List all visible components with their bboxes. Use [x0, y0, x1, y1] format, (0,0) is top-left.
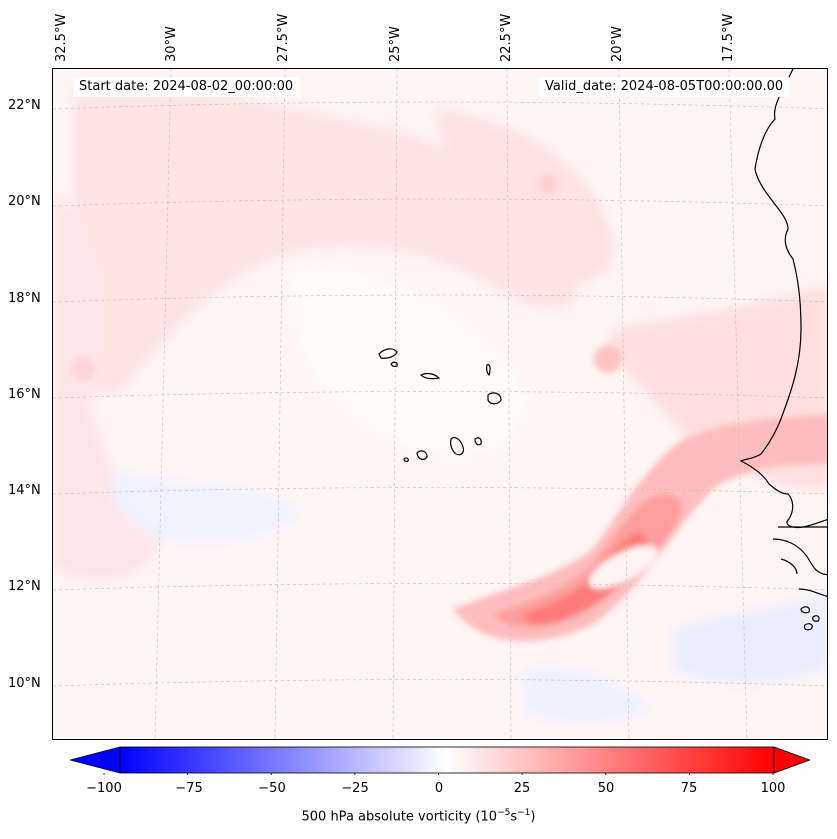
island-fogo [416, 450, 428, 460]
gridline-lon-20 [618, 69, 630, 739]
vort-band-mid [493, 495, 682, 628]
lon-label-30w: 30°W [164, 26, 179, 62]
gridline-lat-20 [53, 198, 827, 207]
colorbar-tick-label: 50 [597, 781, 615, 796]
colorbar-title: 500 hPa absolute vorticity (10−5s−1) [0, 808, 837, 824]
colorbar-title-text: 500 hPa absolute vorticity (10 [301, 809, 498, 825]
vort-region-nw [73, 87, 579, 395]
colorbar-tick-label: −75 [175, 781, 203, 796]
lat-label-10n: 10°N [8, 676, 41, 691]
gridline-lon-17-5 [728, 69, 748, 739]
island-santo-antao [378, 348, 398, 359]
colorbar-tick-label: 75 [680, 781, 698, 796]
lat-label-14n: 14°N [8, 483, 41, 498]
colorbar-extend-max [773, 746, 812, 774]
island-boavista [487, 392, 502, 405]
island-sal [486, 364, 491, 377]
colorbar-gradient [119, 746, 775, 774]
vort-spot-2 [538, 174, 558, 194]
coastline-bijagos [800, 606, 820, 631]
island-santiago [450, 436, 464, 456]
colorbar-title-unit: s [510, 809, 518, 825]
valid-date-label: Valid_date: 2024-08-05T00:00:00.00 [539, 77, 790, 97]
coastline-guinea-bissau [772, 538, 827, 597]
vorticity-band [71, 174, 827, 642]
colorbar-title-close: ) [530, 809, 536, 825]
vort-region-north [433, 109, 615, 284]
vort-region-west [53, 189, 163, 582]
vort-region-blue-se [673, 589, 827, 684]
colorbar [68, 745, 812, 775]
island-maio [474, 437, 482, 446]
vort-region-blue-sw [110, 469, 303, 543]
gridline-lon-22-5 [506, 69, 512, 739]
vort-spot-1 [594, 345, 622, 373]
colorbar-tick-label: −25 [341, 781, 369, 796]
vort-region-clear [292, 267, 525, 457]
lon-label-25w: 25°W [388, 26, 403, 62]
vorticity-map [53, 69, 827, 739]
lat-label-20n: 20°N [8, 194, 41, 209]
colorbar-tick-label: −100 [86, 781, 122, 796]
lat-label-22n: 22°N [8, 98, 41, 113]
gridline-lon-25 [392, 69, 398, 739]
colorbar-svg [68, 746, 812, 775]
lat-label-16n: 16°N [8, 387, 41, 402]
vort-band-hole [588, 545, 658, 589]
lon-label-27-5w: 27.5°W [276, 13, 291, 62]
island-sao-vicente [390, 361, 398, 367]
colorbar-extend-min [68, 746, 121, 774]
colorbar-title-exp1: −5 [497, 808, 511, 818]
colorbar-tick-label: 25 [513, 781, 531, 796]
gridline-lat-16 [53, 391, 827, 399]
vorticity-contours [53, 87, 827, 724]
lat-label-12n: 12°N [8, 579, 41, 594]
gridline-lat-22 [53, 101, 827, 110]
lat-label-18n: 18°N [8, 291, 41, 306]
lon-label-20w: 20°W [610, 26, 625, 62]
vort-spot-3 [71, 357, 95, 381]
start-date-label: Start date: 2024-08-02_00:00:00 [73, 77, 300, 97]
gridline-lat-18 [53, 294, 827, 303]
colorbar-title-exp2: −1 [517, 808, 531, 818]
colorbar-ticks [103, 773, 774, 775]
graticule [53, 69, 827, 739]
colorbar-tick-label: −50 [258, 781, 286, 796]
vort-region-blue-s [523, 666, 653, 724]
colorbar-tick-label: 100 [760, 781, 786, 796]
gridline-lat-14 [53, 487, 827, 495]
lon-label-32-5w: 32.5°W [54, 13, 69, 62]
lon-label-17-5w: 17.5°W [721, 13, 736, 62]
colorbar-tick-label: 0 [434, 781, 444, 796]
lon-label-22-5w: 22.5°W [499, 13, 514, 62]
cabo-verde-islands [378, 348, 502, 462]
gridline-lon-30 [154, 69, 172, 739]
island-sao-nicolau [419, 372, 441, 380]
gridline-lat-10 [53, 679, 827, 687]
gridline-lat-12 [53, 583, 827, 591]
island-brava [403, 457, 409, 462]
gridline-lon-27-5 [274, 69, 286, 739]
map-panel[interactable] [52, 68, 828, 740]
